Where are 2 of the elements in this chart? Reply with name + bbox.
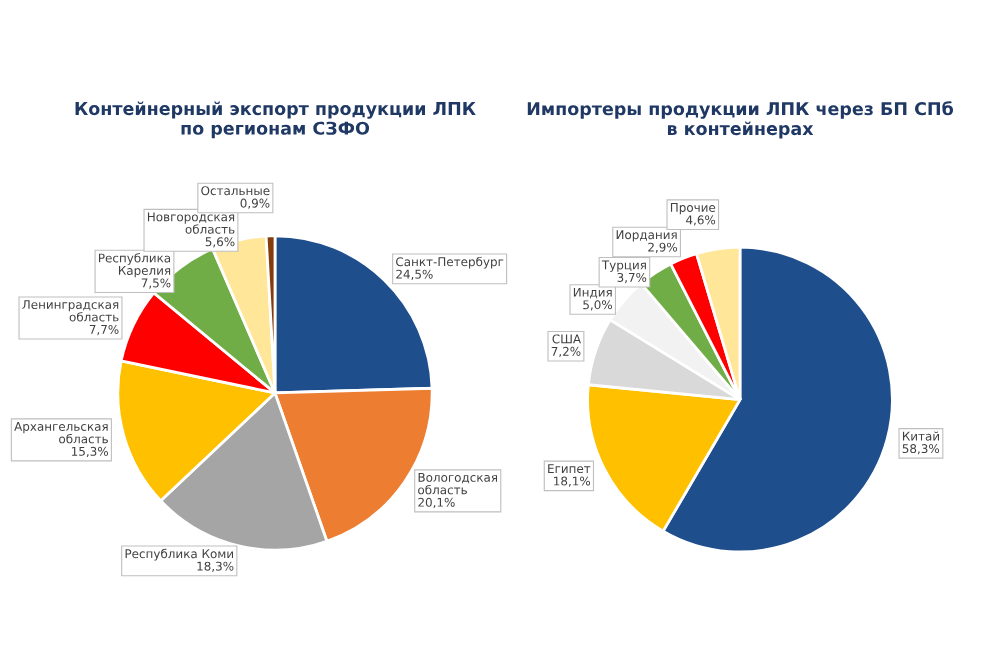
- chart-title: Контейнерный экспорт продукции ЛПК по регионам СЗФО: [75, 101, 476, 139]
- chart-title: Импортеры продукции ЛПК через БП СПб в контейнерах: [527, 101, 954, 139]
